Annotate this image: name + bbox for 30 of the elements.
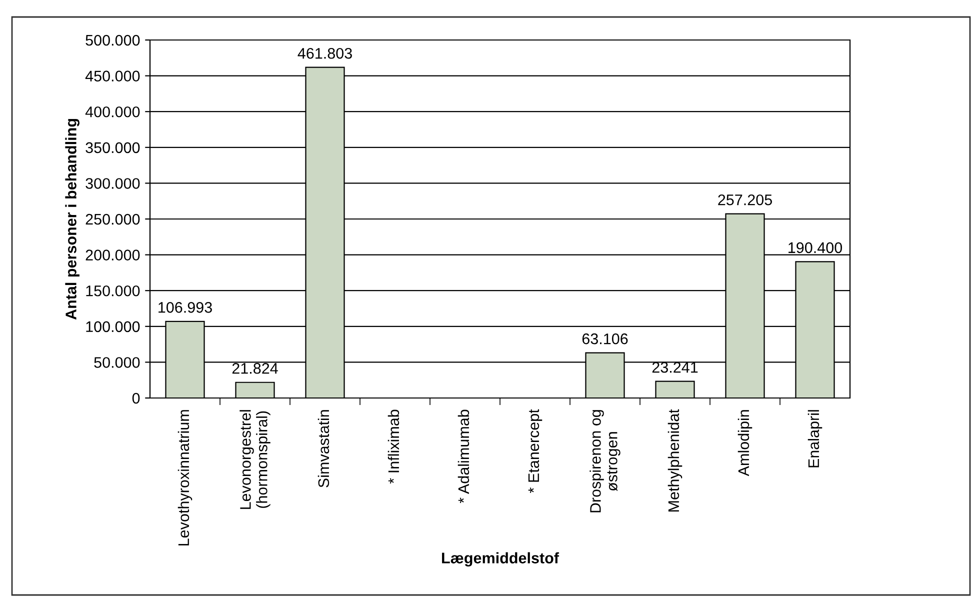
x-tick-label: Simvastatin (318, 410, 330, 488)
x-tick-label: Drospirenon og østrogen (590, 410, 620, 512)
y-tick-label: 450.000 (85, 70, 140, 82)
x-tick-label: * Infliximab (388, 410, 400, 484)
data-label: 461.803 (298, 48, 352, 59)
y-tick-label: 150.000 (86, 285, 140, 296)
y-tick-label: 100.000 (86, 321, 140, 332)
x-tick-label: Levonorgestrel (hormonspiral) (240, 410, 270, 509)
x-tick-label: * Adalimumab (458, 410, 470, 504)
y-tick-label: 350.000 (86, 142, 140, 154)
y-tick-label: 50.000 (94, 357, 140, 368)
y-tick-label: 300.000 (86, 178, 140, 189)
data-label: 63.106 (582, 333, 628, 344)
y-axis-title: Antal personer i behandling (65, 119, 80, 320)
data-label: 190.400 (788, 242, 842, 254)
y-tick-label: 500.000 (86, 34, 140, 46)
data-label: 257.205 (718, 194, 772, 206)
x-tick-label: Amlodipin (738, 410, 752, 476)
data-label: 106.993 (158, 302, 212, 313)
data-label: 21.824 (232, 362, 278, 374)
data-label: 23.241 (652, 362, 698, 373)
y-tick-label: 0 (132, 392, 140, 404)
x-tick-label: Enalapril (808, 410, 822, 468)
y-tick-label: 250.000 (86, 214, 140, 225)
y-tick-label: 200.000 (86, 250, 140, 260)
x-tick-label: Methylphenidat (668, 409, 682, 512)
x-axis-title: Lægemiddelstof (442, 552, 560, 567)
y-tick-label: 400.000 (85, 106, 140, 118)
x-tick-label: Levothyroxinnatrium (178, 410, 192, 546)
x-tick-label: * Etanercept (528, 409, 542, 493)
